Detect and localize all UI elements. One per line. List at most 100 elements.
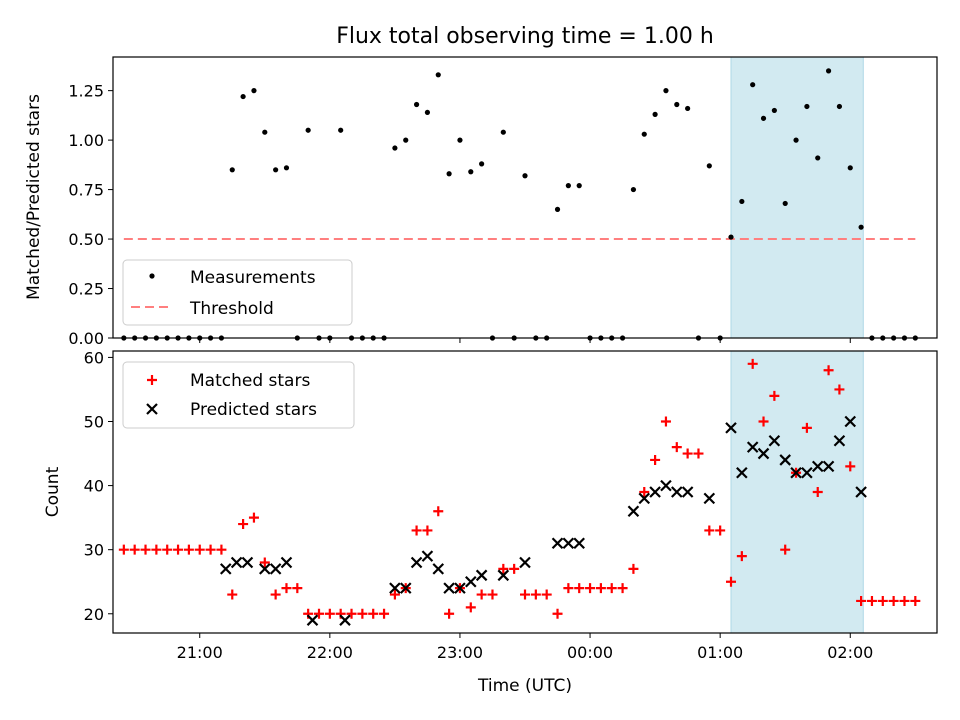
matched-star-point (151, 544, 162, 555)
matched-star-point (314, 608, 324, 619)
legend-measurements-marker (149, 273, 155, 279)
measurement-point (576, 183, 582, 189)
measurement-point (240, 93, 246, 100)
predicted-star-point (339, 614, 351, 626)
matched-star-point (606, 583, 617, 594)
top-y-tick-label: 0.75 (68, 181, 104, 200)
predicted-star-point (421, 550, 434, 562)
measurement-point (565, 183, 571, 189)
matched-star-point (899, 595, 910, 606)
matched-star-point (780, 544, 791, 555)
matched-star-point (856, 595, 867, 606)
measurement-point (836, 103, 843, 110)
matched-star-point (682, 448, 693, 459)
matched-star-point (812, 487, 823, 497)
top-y-axis-label: Matched/Predicted stars (24, 94, 44, 300)
top-y-tick-label: 1.25 (68, 82, 104, 101)
legend-threshold-label: Threshold (189, 299, 274, 319)
predicted-star-point (465, 575, 477, 588)
matched-star-point (129, 544, 140, 555)
predicted-star-point (660, 479, 672, 492)
predicted-star-point (454, 582, 466, 594)
measurement-point (739, 198, 745, 205)
measurement-point (825, 68, 832, 74)
top-legend: Measurements Threshold (122, 259, 353, 326)
predicted-star-point (703, 492, 716, 505)
measurement-point (685, 105, 691, 112)
matched-star-point (487, 589, 498, 600)
predicted-star-point (432, 563, 445, 575)
predicted-star-point (551, 537, 564, 550)
matched-star-point (259, 557, 270, 568)
matched-star-point (639, 487, 650, 497)
matched-star-point (595, 583, 606, 594)
matched-star-point (736, 551, 747, 562)
matched-star-point (650, 454, 661, 465)
measurement-point (630, 186, 637, 193)
matched-star-point (801, 422, 812, 433)
measurement-point (728, 234, 734, 240)
legend-matched-label: Matched stars (190, 371, 310, 391)
matched-star-point (552, 608, 563, 619)
top-y-tick-label: 0.00 (68, 329, 104, 348)
bottom-y-tick-label: 20 (84, 605, 104, 624)
x-tick-label: 02:00 (827, 643, 873, 662)
measurement-point (815, 155, 821, 161)
bottom-legend: Matched stars Predicted stars (122, 361, 355, 429)
measurement-point (500, 129, 506, 135)
matched-star-point (216, 544, 227, 555)
measurement-point (468, 169, 474, 175)
matched-star-point (747, 358, 758, 369)
predicted-star-point (638, 492, 651, 505)
measurement-point (435, 72, 441, 78)
predicted-star-point (811, 460, 824, 473)
matched-star-point (411, 525, 422, 536)
measurement-point (338, 127, 344, 133)
matched-star-point (183, 544, 194, 555)
legend-predicted-marker (146, 403, 158, 415)
matched-star-point (866, 595, 877, 606)
matched-star-point (834, 384, 845, 395)
top-y-tick-label: 0.50 (68, 230, 104, 249)
matched-star-point (162, 544, 173, 555)
matched-star-point (520, 589, 530, 600)
predicted-star-point (259, 563, 271, 575)
matched-star-point (541, 589, 552, 600)
predicted-star-point (443, 582, 455, 594)
matched-star-point (910, 595, 921, 606)
matched-star-point (433, 506, 444, 517)
top-y-tick-label: 1.00 (68, 131, 104, 150)
predicted-star-point (768, 434, 781, 447)
measurement-point (760, 115, 767, 121)
matched-star-point (823, 365, 834, 376)
matched-star-point (389, 589, 400, 600)
predicted-star-point (649, 486, 661, 498)
matched-star-point (704, 525, 715, 536)
measurement-point (663, 88, 669, 94)
predicted-star-point (562, 537, 575, 550)
predicted-star-point (757, 447, 770, 460)
predicted-star-point (855, 486, 867, 498)
measurement-point (554, 206, 561, 212)
matched-star-point (888, 595, 899, 606)
x-tick-label: 22:00 (307, 643, 353, 662)
top-panel: 0.00 0.25 0.50 0.75 1.00 1.25 Matched/Predict… (24, 56, 938, 348)
predicted-star-point (399, 582, 412, 594)
measurement-point (283, 165, 290, 171)
measurement-point (251, 88, 257, 94)
bottom-y-tick-label: 60 (84, 348, 104, 367)
matched-star-point (498, 563, 509, 574)
measurement-point (522, 173, 528, 179)
predicted-star-point (410, 556, 423, 569)
predicted-star-point (519, 556, 531, 569)
matched-star-point (422, 525, 433, 536)
matched-star-point (693, 448, 704, 459)
predicted-star-point (725, 422, 737, 434)
predicted-star-point (230, 556, 243, 569)
measurement-point (674, 101, 680, 108)
measurement-point (403, 137, 409, 143)
top-axes-frame (112, 56, 938, 339)
matched-star-point (281, 583, 292, 594)
bottom-y-tick-label: 30 (84, 541, 104, 560)
